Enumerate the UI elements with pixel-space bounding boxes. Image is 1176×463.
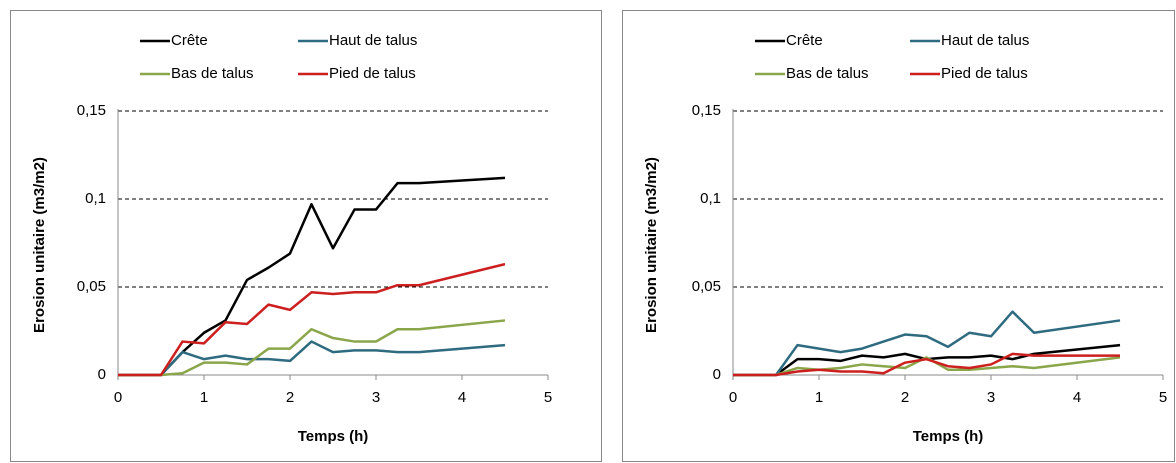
- y-tick-label: 0,05: [692, 278, 721, 295]
- y-tick-label: 0,1: [700, 190, 721, 207]
- series-line: [118, 319, 506, 377]
- x-tick-label: 5: [544, 389, 552, 406]
- x-tick-label: 3: [987, 389, 995, 406]
- x-tick-label: 4: [1073, 389, 1081, 406]
- x-tick-label: 0: [729, 389, 737, 406]
- y-tick-label: 0,05: [77, 278, 106, 295]
- x-tick-label: 4: [458, 389, 466, 406]
- y-axis-title: Erosion unitaire (m3/m2): [31, 157, 48, 333]
- legend-label: Haut de talus: [329, 32, 417, 49]
- series-line: [733, 352, 1120, 377]
- series-line: [733, 356, 1121, 377]
- legend-label: Crête: [171, 32, 208, 49]
- legend-label: Bas de talus: [786, 65, 869, 82]
- x-tick-label: 1: [815, 389, 823, 406]
- series-line: [118, 340, 506, 377]
- legend-label: Pied de talus: [329, 65, 416, 82]
- y-tick-label: 0,15: [692, 102, 721, 119]
- legend-label: Crête: [786, 32, 823, 49]
- y-tick-label: 0,1: [85, 190, 106, 207]
- x-axis-title: Temps (h): [298, 428, 369, 445]
- x-tick-label: 0: [114, 389, 122, 406]
- series-line: [118, 262, 506, 377]
- x-tick-label: 5: [1159, 389, 1167, 406]
- panel-frame: [622, 10, 1175, 462]
- y-tick-label: 0: [98, 366, 106, 383]
- y-tick-label: 0: [713, 366, 721, 383]
- legend-label: Bas de talus: [171, 65, 254, 82]
- x-tick-label: 2: [286, 389, 294, 406]
- y-axis-title: Erosion unitaire (m3/m2): [643, 157, 660, 333]
- x-tick-label: 2: [901, 389, 909, 406]
- panel-frame: [10, 10, 602, 462]
- x-tick-label: 1: [200, 389, 208, 406]
- legend-label: Haut de talus: [941, 32, 1029, 49]
- series-line: [118, 176, 506, 377]
- y-tick-label: 0,15: [77, 102, 106, 119]
- x-axis-title: Temps (h): [913, 428, 984, 445]
- series-line: [733, 310, 1121, 377]
- x-tick-label: 3: [372, 389, 380, 406]
- legend-label: Pied de talus: [941, 65, 1028, 82]
